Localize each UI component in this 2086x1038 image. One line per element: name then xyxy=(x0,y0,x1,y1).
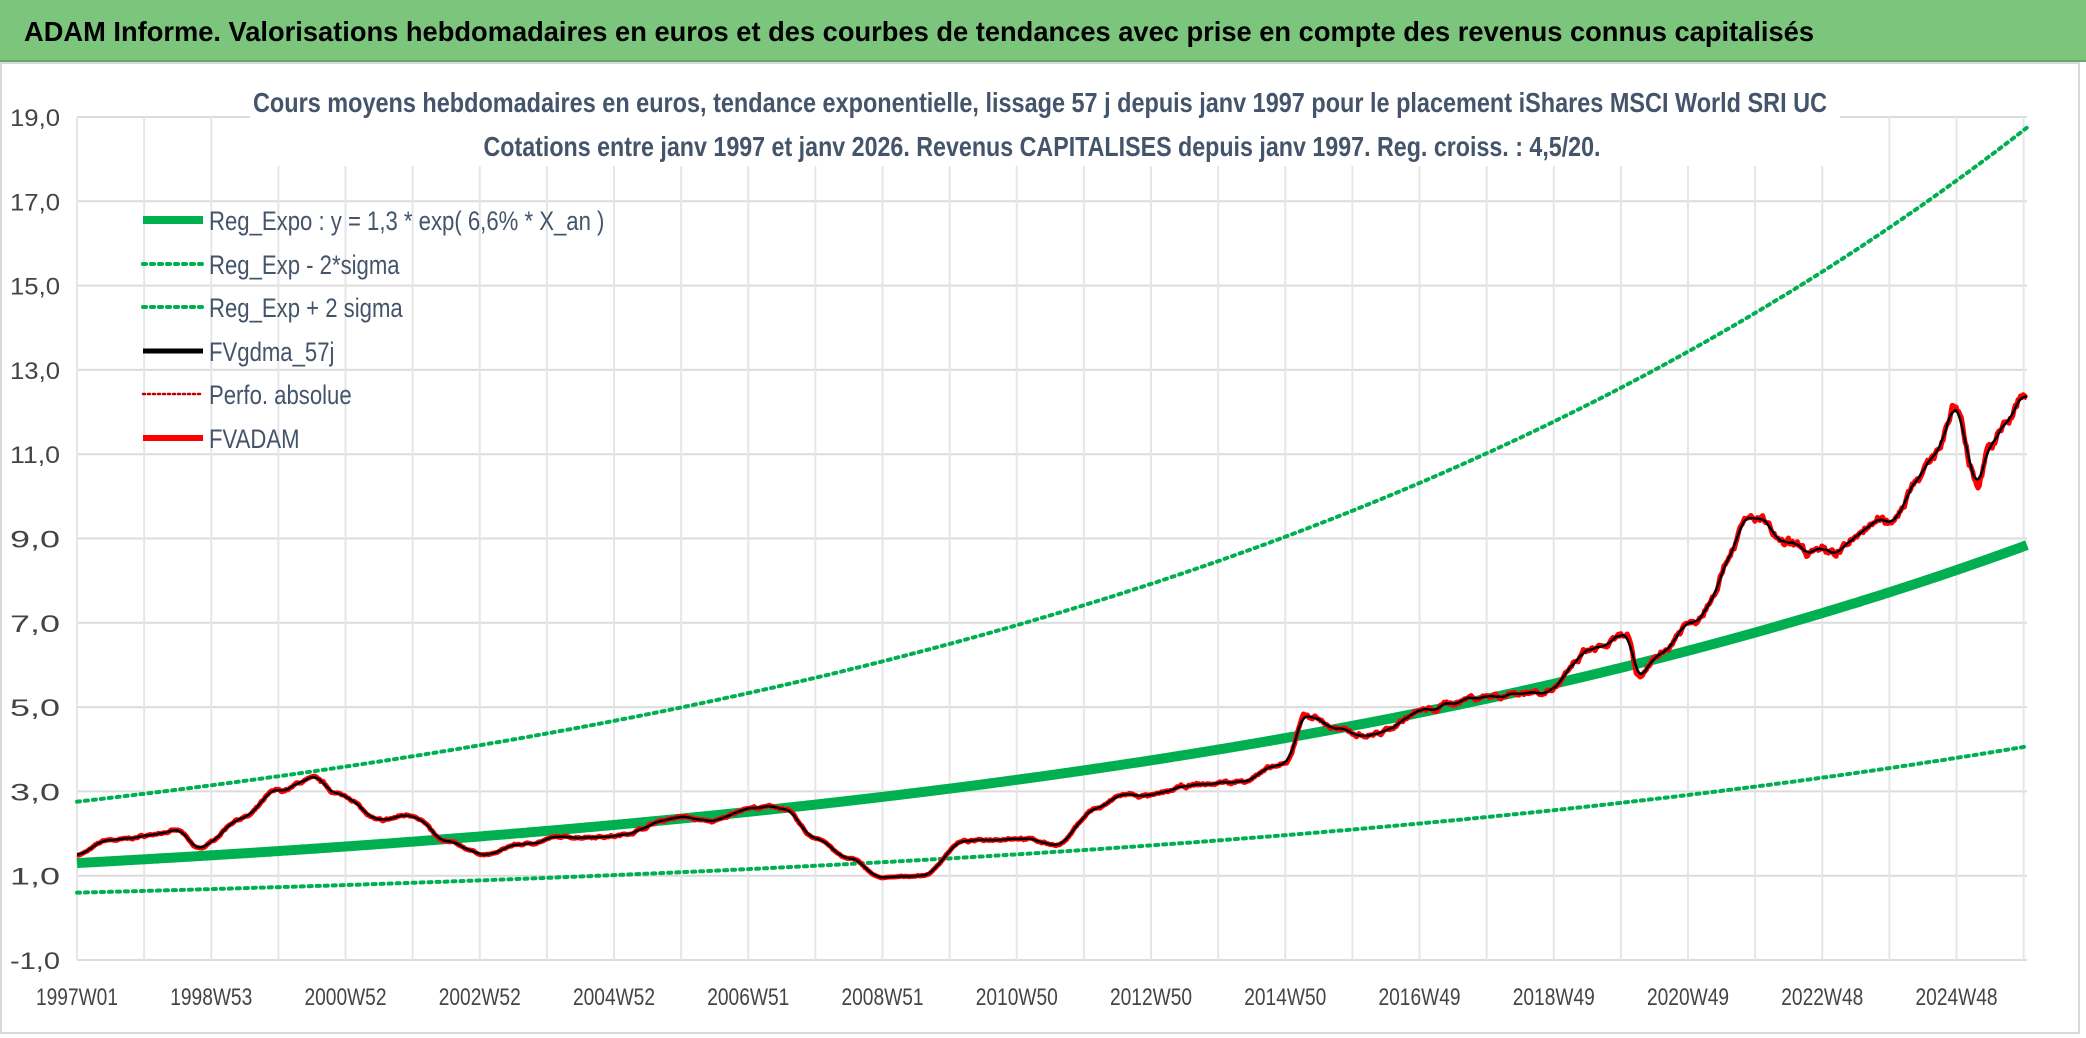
chart-area xyxy=(0,62,2080,1034)
y-tick-label: 9,0 xyxy=(10,527,60,554)
x-tick-label: 2004W52 xyxy=(573,984,655,1011)
x-tick-label: 1997W01 xyxy=(36,984,118,1011)
report-title: ADAM Informe. Valorisations hebdomadaire… xyxy=(24,16,1814,47)
y-tick-label: 11,0 xyxy=(10,442,60,469)
legend: Reg_Expo : y = 1,3 * exp( 6,6% * X_an ) R… xyxy=(141,207,604,455)
x-tick-label: 2020W49 xyxy=(1647,984,1729,1011)
x-tick-label: 2008W51 xyxy=(842,984,924,1011)
x-tick-label: 2000W52 xyxy=(305,984,387,1011)
series-fvgdma-57j xyxy=(76,395,2028,879)
x-tick-label: 1998W53 xyxy=(170,984,252,1011)
x-tick-label: 2018W49 xyxy=(1513,984,1595,1011)
series-reg-plus-2sigma xyxy=(75,125,2029,804)
legend-label: Reg_Exp - 2*sigma xyxy=(209,251,400,281)
report-header: ADAM Informe. Valorisations hebdomadaire… xyxy=(0,0,2086,62)
x-tick-label: 2002W52 xyxy=(439,984,521,1011)
legend-label: FVgdma_57j xyxy=(209,338,334,368)
x-tick-label: 2006W51 xyxy=(707,984,789,1011)
series-reg-expo xyxy=(76,540,2029,869)
y-tick-label: 1,0 xyxy=(10,864,60,891)
y-tick-label: 13,0 xyxy=(10,358,60,385)
x-tick-label: 2022W48 xyxy=(1781,984,1863,1011)
x-tick-label: 2016W49 xyxy=(1379,984,1461,1011)
legend-label: Perfo. absolue xyxy=(209,381,352,411)
y-tick-label: -1,0 xyxy=(10,948,60,975)
x-tick-label: 2014W50 xyxy=(1244,984,1326,1011)
chart-subtitle: Cotations entre janv 1997 et janv 2026. … xyxy=(484,131,1601,162)
legend-label: Reg_Expo : y = 1,3 * exp( 6,6% * X_an ) xyxy=(209,207,604,237)
y-tick-label: 15,0 xyxy=(10,274,60,301)
x-tick-label: 2010W50 xyxy=(976,984,1058,1011)
series-reg-minus-2sigma xyxy=(75,744,2029,895)
legend-label: Reg_Exp + 2 sigma xyxy=(209,294,403,324)
legend-label: FVADAM xyxy=(209,425,300,455)
y-tick-label: 3,0 xyxy=(10,779,60,806)
chart-title: Cours moyens hebdomadaires en euros, ten… xyxy=(253,87,1827,118)
y-tick-label: 19,0 xyxy=(10,105,60,132)
x-tick-label: 2024W48 xyxy=(1916,984,1998,1011)
x-tick-label: 2012W50 xyxy=(1110,984,1192,1011)
y-tick-label: 17,0 xyxy=(10,189,60,216)
y-tick-label: 7,0 xyxy=(10,611,60,638)
y-tick-label: 5,0 xyxy=(10,695,60,722)
